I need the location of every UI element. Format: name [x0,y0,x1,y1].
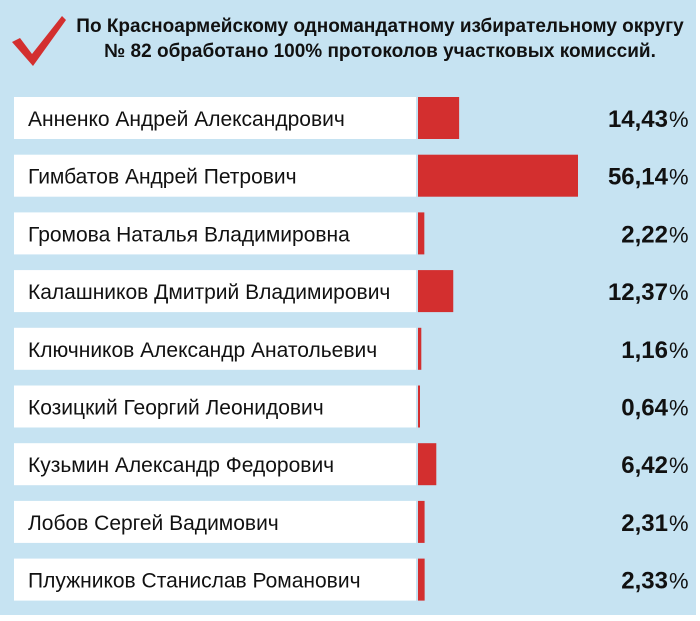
chart-row: Гимбатов Андрей Петрович 56,14% [14,154,689,197]
checkmark-icon [12,16,66,66]
bar [418,443,437,486]
row-background [14,154,416,197]
category-label: Лобов Сергей Вадимович [28,512,279,535]
chart-row: Ключников Александр Анатольевич 1,16% [14,327,689,370]
category-label: Кузьмин Александр Федорович [28,454,334,477]
bar [418,385,420,428]
category-label: Громова Наталья Владимировна [28,223,350,246]
chart-row: Плужников Станислав Романович 2,33% [14,558,689,601]
value-label: 2,22 [621,221,668,248]
percent-sign: % [669,511,689,536]
row-background [14,558,416,601]
bar [418,500,425,543]
category-label: Гимбатов Андрей Петрович [28,166,297,189]
chart-title: По Красноармейскому одномандатному избир… [70,14,690,64]
percent-sign: % [669,280,689,305]
value-label: 14,43 [608,106,668,133]
percent-sign: % [669,107,689,132]
value-label: 56,14 [608,164,669,191]
chart-row: Калашников Дмитрий Владимирович 12,37% [14,270,689,313]
chart-row: Лобов Сергей Вадимович 2,31% [14,500,689,543]
category-label: Козицкий Георгий Леонидович [28,397,324,420]
title-line-2: № 82 обработано 100% протоколов участков… [104,41,656,62]
percent-sign: % [669,338,689,363]
category-label: Ключников Александр Анатольевич [28,339,377,362]
percent-sign: % [669,453,689,478]
value-label: 2,33 [621,568,668,595]
category-label: Плужников Станислав Романович [28,570,361,593]
category-label: Калашников Дмитрий Владимирович [28,281,390,304]
chart-row: Громова Наталья Владимировна 2,22% [14,212,689,255]
category-label: Анненко Андрей Александрович [28,108,345,131]
percent-sign: % [669,222,689,247]
value-label: 6,42 [621,452,668,479]
percent-sign: % [669,165,689,190]
percent-sign: % [669,569,689,594]
chart-row: Козицкий Георгий Леонидович 0,64% [14,385,689,428]
row-background [14,500,416,543]
chart-row: Кузьмин Александр Федорович 6,42% [14,443,689,486]
row-background [14,212,416,255]
bar [418,558,425,601]
bar [418,270,454,313]
row-background [14,327,416,370]
chart-row: Анненко Андрей Александрович 14,43% [14,97,689,139]
row-background [14,97,416,139]
bar [418,97,460,139]
percent-sign: % [669,396,689,421]
row-background [14,443,416,486]
title-line-1: По Красноармейскому одномандатному избир… [76,16,684,37]
value-label: 2,31 [621,510,668,537]
row-background [14,385,416,428]
value-label: 0,64 [621,395,668,422]
bar [418,154,578,197]
value-label: 1,16 [621,337,668,364]
bar [418,212,425,255]
row-background [14,270,416,313]
value-label: 12,37 [608,279,668,306]
bar [418,327,422,370]
